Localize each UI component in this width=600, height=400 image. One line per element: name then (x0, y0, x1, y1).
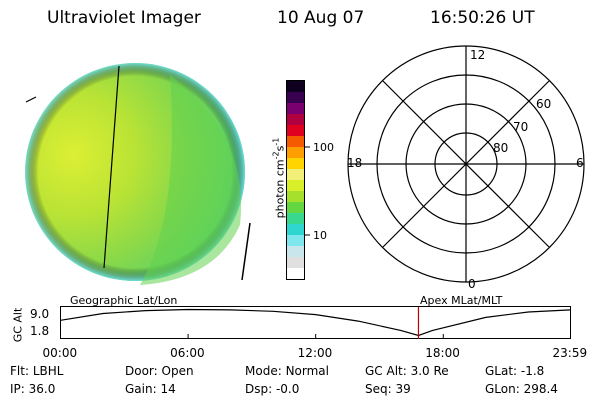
info-field: Door: Open (125, 365, 194, 377)
lat-label-80: 80 (493, 141, 509, 155)
colorbar-swatch (287, 191, 304, 202)
info-value: -0.0 (275, 382, 300, 396)
colorbar-swatch (287, 246, 304, 257)
hour-label-18: 18 (347, 156, 363, 170)
info-value: 14 (160, 382, 176, 396)
info-field: GLon: 298.4 (485, 383, 558, 395)
colorbar-swatch (287, 147, 304, 158)
info-field: Dsp: -0.0 (245, 383, 299, 395)
lat-label-60: 60 (536, 97, 552, 111)
info-value: Open (161, 364, 194, 378)
strip-right-label: Apex MLat/MLT (420, 294, 503, 307)
strip-xtick-label: 12:00 (297, 346, 333, 360)
unit-exp1: -2 (271, 151, 281, 160)
colorbar-swatch (287, 136, 304, 147)
colorbar-swatch (287, 235, 304, 246)
colorbar-swatch (287, 103, 304, 114)
unit-mid: s (273, 145, 287, 152)
terminator-band (140, 75, 242, 285)
strip-frame (60, 306, 571, 339)
colorbar-swatch (287, 202, 304, 213)
polar-grid (347, 45, 585, 283)
info-label: Seq: (365, 382, 396, 396)
limb-arc (25, 96, 37, 103)
colorbar-tick-10: 10 (313, 229, 327, 242)
meridian-line (103, 65, 120, 269)
info-label: Door: (125, 364, 162, 378)
info-value: 298.4 (523, 382, 558, 396)
lat-label-70: 70 (513, 120, 529, 134)
info-label: IP: (10, 382, 29, 396)
info-field: Flt: LBHL (10, 365, 63, 377)
gc-alt-line (60, 308, 571, 337)
uv-image (25, 63, 251, 285)
terminator-line (241, 222, 251, 281)
strip-chart (60, 306, 571, 339)
colorbar-swatch (287, 169, 304, 180)
info-label: GLon: (485, 382, 524, 396)
info-field: Mode: Normal (245, 365, 329, 377)
unit-exp2: -1 (271, 137, 281, 146)
axis-diag-2 (382, 80, 550, 248)
colorbar-swatch (287, 158, 304, 169)
info-value: 39 (395, 382, 411, 396)
strip-ylabel: GC Alt (11, 307, 25, 343)
colorbar-swatch (287, 257, 304, 268)
colorbar-unit-label: photon cm-2s-1 (271, 137, 287, 219)
date-label: 10 Aug 07 (277, 8, 365, 28)
hour-label-12: 12 (470, 48, 486, 62)
strip-xtick-label: 23:59 (552, 346, 588, 360)
info-label: Dsp: (245, 382, 276, 396)
info-field: IP: 36.0 (10, 383, 55, 395)
unit-text: photon cm (273, 159, 287, 219)
colorbar-swatch (287, 180, 304, 191)
info-field: GC Alt: 3.0 Re (365, 365, 449, 377)
colorbar (286, 80, 305, 280)
info-value: 36.0 (28, 382, 56, 396)
info-label: Flt: (10, 364, 33, 378)
colorbar-swatch (287, 125, 304, 136)
info-label: Mode: (245, 364, 286, 378)
info-label: Gain: (125, 382, 161, 396)
colorbar-swatch (287, 81, 304, 92)
strip-ytick-low: 1.8 (30, 324, 50, 338)
colorbar-ticks (305, 146, 310, 236)
instrument-title: Ultraviolet Imager (47, 8, 201, 28)
colorbar-swatch (287, 224, 304, 235)
info-field: GLat: -1.8 (485, 365, 544, 377)
time-label: 16:50:26 UT (430, 8, 535, 28)
colorbar-swatch (287, 92, 304, 103)
strip-ytick-high: 9.0 (30, 307, 50, 321)
colorbar-tick-100: 100 (313, 141, 334, 154)
hour-label-6: 6 (576, 156, 584, 170)
info-value: 3.0 Re (410, 364, 449, 378)
strip-left-label: Geographic Lat/Lon (70, 294, 178, 307)
colorbar-swatch (287, 114, 304, 125)
info-label: GC Alt: (365, 364, 411, 378)
strip-xtick-label: 00:00 (42, 346, 78, 360)
info-field: Seq: 39 (365, 383, 411, 395)
info-value: LBHL (32, 364, 64, 378)
hour-label-0: 0 (468, 277, 476, 291)
info-value: Normal (285, 364, 329, 378)
colorbar-swatch (287, 213, 304, 224)
info-label: GLat: (485, 364, 521, 378)
info-field: Gain: 14 (125, 383, 176, 395)
strip-xtick-label: 06:00 (170, 346, 205, 360)
info-value: -1.8 (520, 364, 545, 378)
strip-xtick-label: 18:00 (425, 346, 460, 360)
colorbar-swatch (287, 268, 304, 279)
